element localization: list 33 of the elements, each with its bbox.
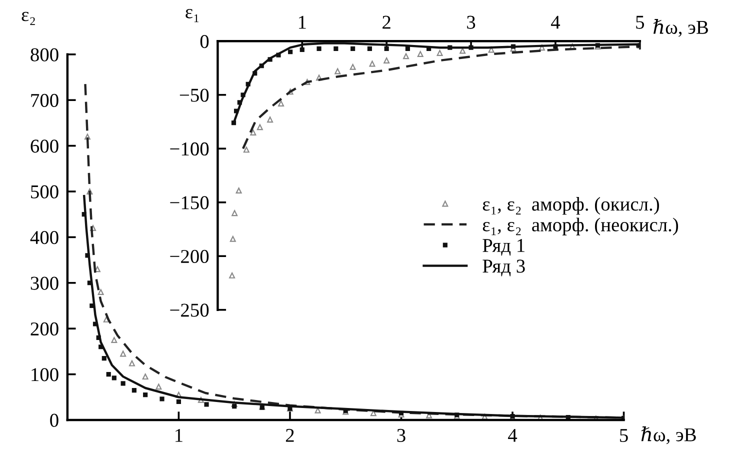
x-axis-title: ℏω, эВ [641, 426, 696, 444]
y-axis-title: ε₂ [22, 12, 35, 25]
y-tick-label: −150 [170, 196, 209, 210]
x-tick-label: 1 [298, 16, 306, 29]
legend-label: ε₁, ε₂ аморф. (окисл.) [482, 197, 660, 215]
x-tick-label: 2 [382, 16, 390, 29]
x-axis-title: ℏω, эВ [654, 19, 708, 37]
x-tick-label: 3 [467, 16, 476, 29]
y-tick-label: −100 [170, 142, 209, 156]
y-tick-label: −200 [170, 250, 209, 264]
y-tick-label: 800 [30, 48, 58, 62]
y-tick-label: 100 [32, 368, 58, 382]
x-tick-label: 1 [176, 428, 182, 442]
y-tick-label: 600 [30, 140, 58, 153]
legend-label: ε₁, ε₂ аморф. (неокисл.) [482, 218, 678, 236]
legend-label: Ряд 1 [482, 239, 524, 256]
x-tick-label: 2 [286, 428, 294, 442]
x-tick-label: 3 [397, 428, 406, 442]
x-tick-label: 4 [508, 429, 518, 442]
y-axis-title: ε₁ [186, 9, 199, 22]
y-tick-label: 200 [30, 322, 58, 336]
legend-label: Ряд 3 [482, 260, 525, 276]
x-tick-label: 5 [636, 16, 644, 29]
y-tick-label: 500 [31, 185, 58, 198]
y-tick-label: 0 [50, 414, 58, 427]
y-tick-label: −50 [180, 88, 209, 102]
y-tick-label: −250 [170, 304, 209, 317]
x-tick-label: 5 [620, 429, 628, 442]
y-tick-label: 400 [30, 231, 58, 244]
y-tick-label: 0 [200, 34, 209, 48]
y-tick-label: 300 [30, 276, 58, 290]
x-tick-label: 4 [550, 16, 560, 29]
y-tick-label: 700 [31, 94, 58, 108]
